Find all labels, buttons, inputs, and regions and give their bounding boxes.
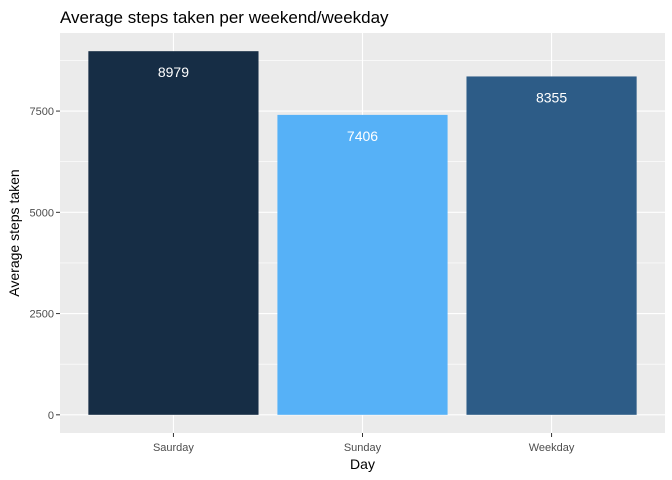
bar-sunday bbox=[277, 114, 448, 415]
bar-weekday bbox=[466, 76, 637, 415]
y-tick-label-3: 7500 bbox=[30, 106, 54, 118]
data-label-saurday: 8979 bbox=[158, 64, 189, 80]
x-axis-title: Day bbox=[350, 456, 375, 472]
x-tick-label-sunday: Sunday bbox=[344, 442, 382, 454]
data-label-sunday: 7406 bbox=[347, 128, 378, 144]
y-axis-title: Average steps taken bbox=[6, 169, 22, 296]
data-label-weekday: 8355 bbox=[536, 89, 567, 105]
data-labels: 8979 7406 8355 bbox=[158, 64, 567, 144]
x-axis: Saurday Sunday Weekday bbox=[153, 433, 575, 454]
y-tick-label-1: 2500 bbox=[30, 309, 54, 321]
chart-title: Average steps taken per weekend/weekday bbox=[60, 8, 389, 27]
bars bbox=[88, 51, 637, 415]
bar-saurday bbox=[88, 51, 259, 415]
x-tick-label-saurday: Saurday bbox=[153, 442, 194, 454]
y-tick-label-0: 0 bbox=[48, 410, 54, 422]
x-tick-label-weekday: Weekday bbox=[529, 442, 575, 454]
y-axis: 0 2500 5000 7500 bbox=[30, 106, 60, 422]
y-tick-label-2: 5000 bbox=[30, 207, 54, 219]
